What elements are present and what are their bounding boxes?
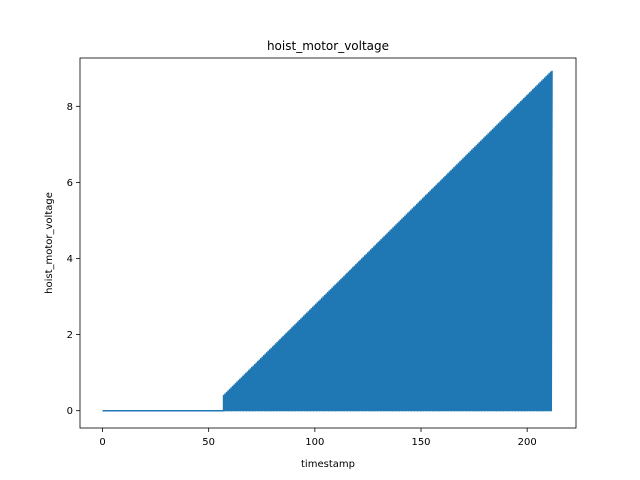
y-tick-label: 8 xyxy=(67,102,73,113)
plot-area xyxy=(102,70,553,412)
y-tick-label: 6 xyxy=(67,178,73,189)
x-tick-label: 150 xyxy=(411,437,430,448)
y-tick-label: 2 xyxy=(67,330,73,341)
x-tick-label: 0 xyxy=(99,437,105,448)
y-axis-label: hoist_motor_voltage xyxy=(44,192,55,294)
x-tick-label: 50 xyxy=(202,437,215,448)
x-tick-label: 100 xyxy=(305,437,324,448)
x-axis: 0 50 100 150 200 xyxy=(99,428,537,448)
y-axis: 0 2 4 6 8 xyxy=(67,102,80,417)
y-tick-label: 4 xyxy=(67,254,73,265)
chart-title: hoist_motor_voltage xyxy=(267,39,389,53)
axes-frame xyxy=(79,57,577,429)
series-line xyxy=(102,70,553,412)
x-axis-label: timestamp xyxy=(301,459,355,470)
x-tick-label: 200 xyxy=(518,437,537,448)
y-tick-label: 0 xyxy=(67,406,73,417)
